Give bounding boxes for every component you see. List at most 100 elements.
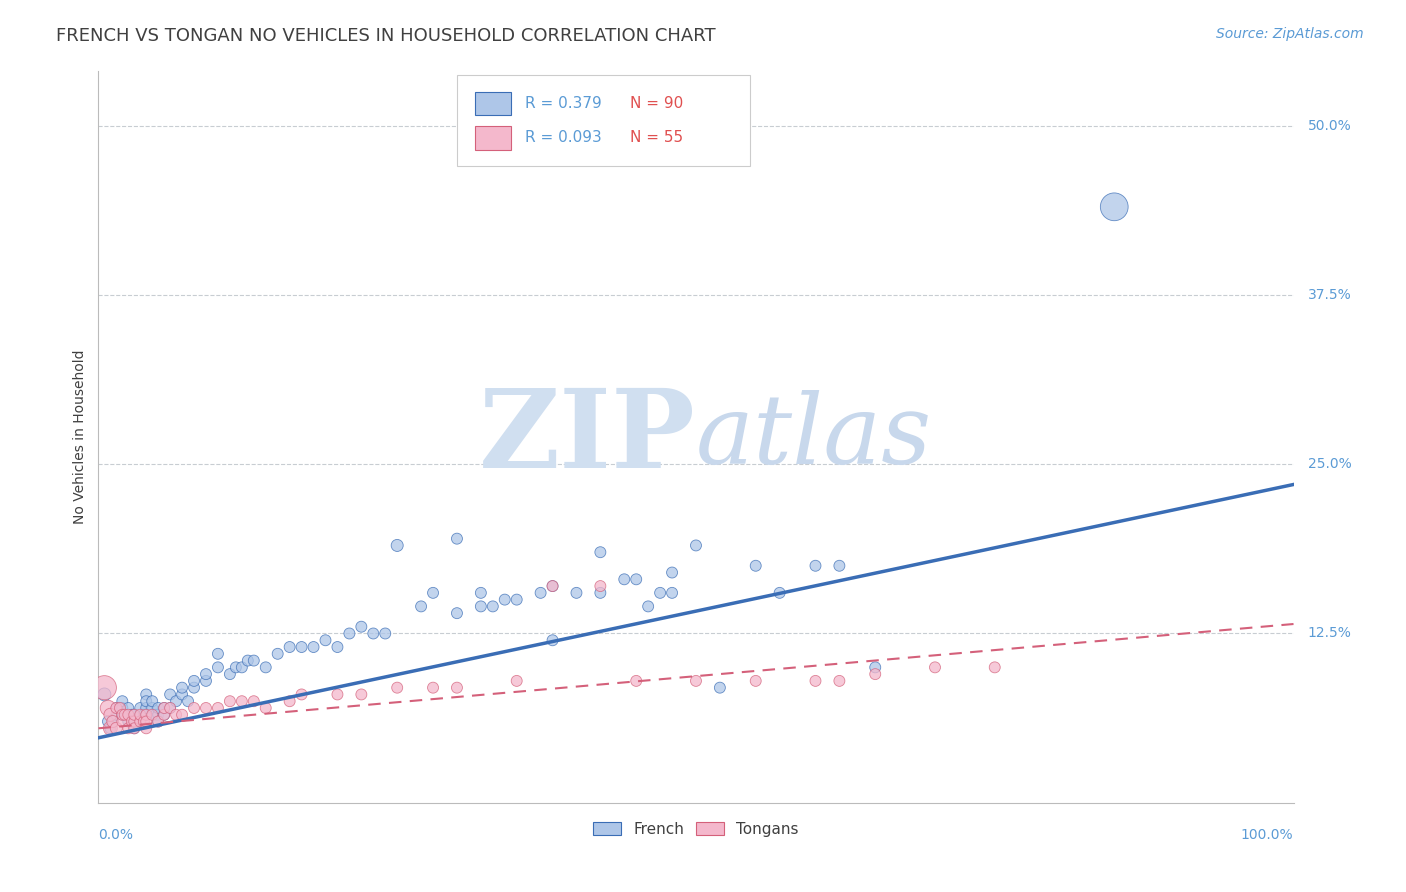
Text: R = 0.379: R = 0.379 [524, 96, 602, 111]
Point [195, 667, 218, 681]
Point [183, 681, 205, 695]
Point [195, 701, 218, 715]
Point [97, 714, 120, 729]
Point [195, 673, 218, 688]
Point [481, 599, 505, 614]
Point [111, 707, 134, 722]
Point [589, 579, 612, 593]
Point [135, 714, 157, 729]
Point [129, 714, 152, 729]
Text: 25.0%: 25.0% [1308, 458, 1351, 471]
Point [148, 714, 170, 729]
Point [219, 667, 242, 681]
Point [326, 688, 349, 702]
Point [626, 572, 648, 586]
Point [172, 681, 194, 695]
Point [153, 701, 176, 715]
FancyBboxPatch shape [475, 126, 510, 150]
Point [165, 707, 187, 722]
Point [385, 681, 409, 695]
Text: ZIP: ZIP [479, 384, 696, 491]
Text: R = 0.093: R = 0.093 [524, 130, 602, 145]
Point [93, 688, 115, 702]
Point [207, 660, 229, 674]
Point [135, 707, 157, 722]
Point [422, 681, 444, 695]
Point [865, 660, 887, 674]
Point [804, 558, 827, 573]
Point [124, 707, 146, 722]
Point [111, 714, 134, 729]
Point [648, 586, 672, 600]
Point [565, 586, 588, 600]
Point [124, 707, 146, 722]
Point [768, 586, 790, 600]
Point [530, 586, 553, 600]
Point [111, 701, 134, 715]
Point [385, 538, 409, 552]
Point [129, 707, 152, 722]
Point [541, 633, 564, 648]
Point [105, 721, 128, 735]
Point [745, 558, 768, 573]
Point [117, 714, 139, 729]
Point [685, 673, 707, 688]
Point [339, 626, 361, 640]
Y-axis label: No Vehicles in Household: No Vehicles in Household [73, 350, 87, 524]
Point [132, 707, 155, 722]
Point [231, 660, 253, 674]
Point [278, 694, 301, 708]
Point [135, 721, 157, 735]
FancyBboxPatch shape [457, 75, 749, 167]
Point [101, 714, 124, 729]
Point [153, 707, 176, 722]
Point [709, 681, 731, 695]
Point [231, 694, 253, 708]
Point [105, 707, 128, 722]
Point [114, 707, 136, 722]
Point [626, 673, 648, 688]
Point [589, 545, 612, 559]
Point [141, 707, 163, 722]
Point [177, 694, 200, 708]
Point [97, 701, 120, 715]
Point [267, 647, 290, 661]
Point [661, 566, 683, 580]
Point [129, 714, 152, 729]
Point [148, 701, 170, 715]
Point [108, 701, 131, 715]
Point [153, 707, 176, 722]
Point [141, 694, 163, 708]
Point [183, 673, 205, 688]
Point [135, 707, 157, 722]
Point [1104, 200, 1126, 214]
Point [124, 707, 146, 722]
Point [804, 673, 827, 688]
Point [494, 592, 516, 607]
Point [745, 673, 768, 688]
Point [291, 688, 314, 702]
Point [108, 701, 131, 715]
Point [121, 707, 143, 722]
Point [105, 701, 128, 715]
Point [135, 688, 157, 702]
Text: 0.0%: 0.0% [98, 829, 134, 842]
Text: Source: ZipAtlas.com: Source: ZipAtlas.com [1216, 27, 1364, 41]
Point [124, 714, 146, 729]
Text: FRENCH VS TONGAN NO VEHICLES IN HOUSEHOLD CORRELATION CHART: FRENCH VS TONGAN NO VEHICLES IN HOUSEHOL… [56, 27, 716, 45]
Point [207, 647, 229, 661]
Point [219, 694, 242, 708]
Point [984, 660, 1007, 674]
Point [278, 640, 301, 654]
Point [124, 721, 146, 735]
Point [129, 701, 152, 715]
Point [541, 579, 564, 593]
Point [589, 586, 612, 600]
Point [225, 660, 247, 674]
Point [93, 681, 115, 695]
Point [446, 681, 468, 695]
Point [141, 701, 163, 715]
Point [637, 599, 659, 614]
Point [254, 701, 277, 715]
Point [828, 673, 851, 688]
